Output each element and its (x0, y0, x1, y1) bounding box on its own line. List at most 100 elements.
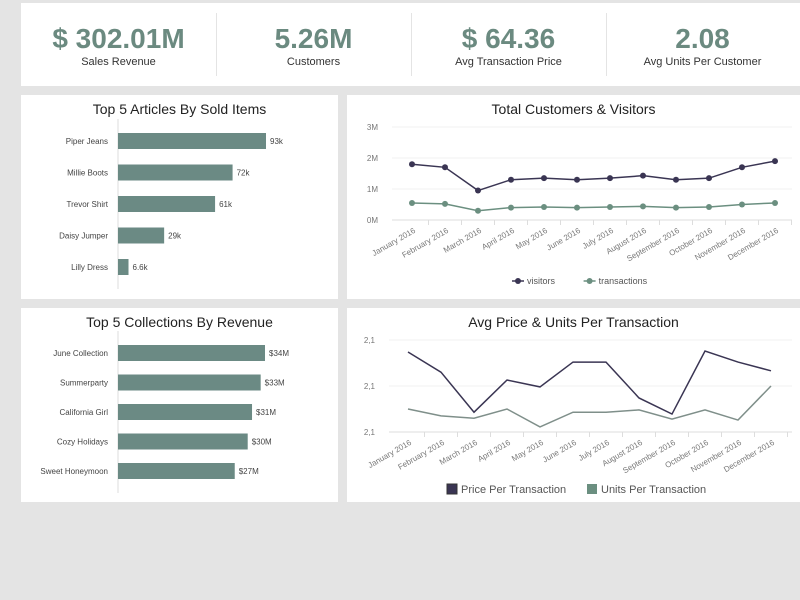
data-label: 72k (237, 169, 251, 178)
divider (216, 13, 217, 76)
bar (118, 227, 165, 244)
category-label: Millie Boots (67, 169, 108, 178)
divider (606, 13, 607, 76)
kpi-label: Avg Transaction Price (455, 56, 562, 68)
data-point (706, 175, 712, 182)
data-label: 6.6k (133, 263, 149, 272)
legend-label: Price Per Transaction (461, 484, 566, 496)
data-point (607, 203, 613, 210)
kpi-value: $ 302.01M (52, 23, 185, 54)
data-point (508, 176, 514, 183)
data-point (640, 203, 646, 210)
data-point (442, 164, 448, 171)
category-label: Daisy Jumper (59, 232, 108, 241)
avg-price-units-panel: Avg Price & Units Per Transaction 2,1 2,1… (347, 308, 800, 502)
data-point (409, 161, 415, 168)
data-point (409, 199, 415, 206)
x-tick-label: April 2016 (480, 226, 516, 252)
series-line-visitors (411, 160, 776, 192)
bar (118, 463, 235, 479)
data-point (673, 204, 679, 211)
data-label: $33M (265, 379, 285, 388)
chart-title: Top 5 Articles By Sold Items (92, 101, 267, 117)
legend-label: Units Per Transaction (601, 484, 706, 496)
series-line-transactions (411, 202, 776, 212)
divider (411, 13, 412, 76)
kpi-sales-revenue: $ 302.01M Sales Revenue (21, 3, 216, 86)
category-label: Cozy Holidays (57, 438, 108, 447)
kpi-customers: 5.26M Customers (216, 3, 411, 86)
data-point (706, 203, 712, 210)
bar (118, 404, 253, 420)
data-point (739, 164, 745, 171)
data-point (607, 175, 613, 182)
legend-label: transactions (599, 276, 648, 286)
data-label: $27M (239, 467, 259, 476)
kpi-label: Customers (286, 56, 341, 68)
x-tick-label: June 2016 (545, 226, 582, 253)
x-tick-label: March 2016 (442, 226, 484, 255)
kpi-label: Sales Revenue (81, 56, 156, 68)
data-point (772, 199, 778, 206)
y-tick-label: 2,1 (364, 382, 376, 391)
x-tick-label: May 2016 (514, 226, 549, 252)
data-point (739, 201, 745, 208)
x-tick-label: May 2016 (510, 438, 545, 464)
chart-title: Total Customers & Visitors (491, 101, 656, 117)
data-label: 61k (219, 200, 233, 209)
kpi-value: 2.08 (675, 23, 730, 54)
data-point (772, 158, 778, 165)
y-tick-label: 1M (367, 185, 378, 194)
bar (118, 133, 266, 149)
top-collections-chart: June Collection $34M Summerparty $33M Califo… (40, 331, 289, 493)
chart-title: Avg Price & Units Per Transaction (468, 314, 679, 330)
bar (118, 374, 261, 391)
customers-visitors-panel: Total Customers & Visitors 0M 1M 2M 3M Janua… (347, 95, 800, 299)
data-label: $34M (269, 349, 289, 358)
data-point (442, 200, 448, 207)
kpi-avg-units: 2.08 Avg Units Per Customer (605, 3, 800, 86)
bar (118, 433, 248, 450)
data-point (475, 207, 481, 214)
bar (118, 196, 216, 212)
bar (118, 164, 233, 181)
kpi-panel: $ 302.01M Sales Revenue 5.26M Customers $ … (21, 3, 800, 86)
category-label: Piper Jeans (66, 137, 108, 146)
series-line-units-per-transaction (407, 385, 772, 428)
legend-symbol (515, 278, 521, 284)
data-point (541, 175, 547, 182)
data-label: $31M (256, 408, 276, 417)
legend-symbol (586, 278, 593, 284)
kpi-label: Avg Units Per Customer (643, 56, 762, 68)
y-tick-label: 2M (367, 154, 378, 163)
legend-symbol (587, 484, 597, 494)
legend-label: visitors (527, 276, 556, 286)
y-tick-label: 2,1 (364, 336, 376, 345)
y-tick-label: 0M (367, 216, 378, 225)
kpi-value: 5.26M (274, 23, 353, 54)
x-tick-label: March 2016 (438, 438, 480, 467)
y-tick-label: 2,1 (364, 428, 376, 437)
data-point (508, 204, 514, 211)
data-point (640, 172, 646, 179)
x-tick-label: June 2016 (541, 438, 578, 465)
category-label: Trevor Shirt (67, 200, 109, 209)
kpi-value: $ 64.36 (461, 23, 556, 54)
category-label: California Girl (60, 408, 109, 417)
kpi-avg-transaction-price: $ 64.36 Avg Transaction Price (411, 3, 606, 86)
data-label: 29k (168, 232, 182, 241)
bar (118, 345, 265, 361)
data-point (673, 176, 679, 183)
category-label: Lilly Dress (71, 263, 108, 272)
data-point (541, 203, 547, 210)
chart-title: Top 5 Collections By Revenue (86, 314, 273, 330)
y-tick-label: 3M (367, 123, 378, 132)
series-line-price-per-transaction (407, 350, 772, 416)
category-label: June Collection (53, 349, 108, 358)
top-collections-panel: Top 5 Collections By Revenue June Collec… (21, 308, 338, 502)
data-label: $30M (252, 438, 272, 447)
top-articles-chart: Piper Jeans 93k Millie Boots 72k Trevor Shir… (59, 119, 284, 289)
category-label: Summerparty (60, 379, 108, 388)
